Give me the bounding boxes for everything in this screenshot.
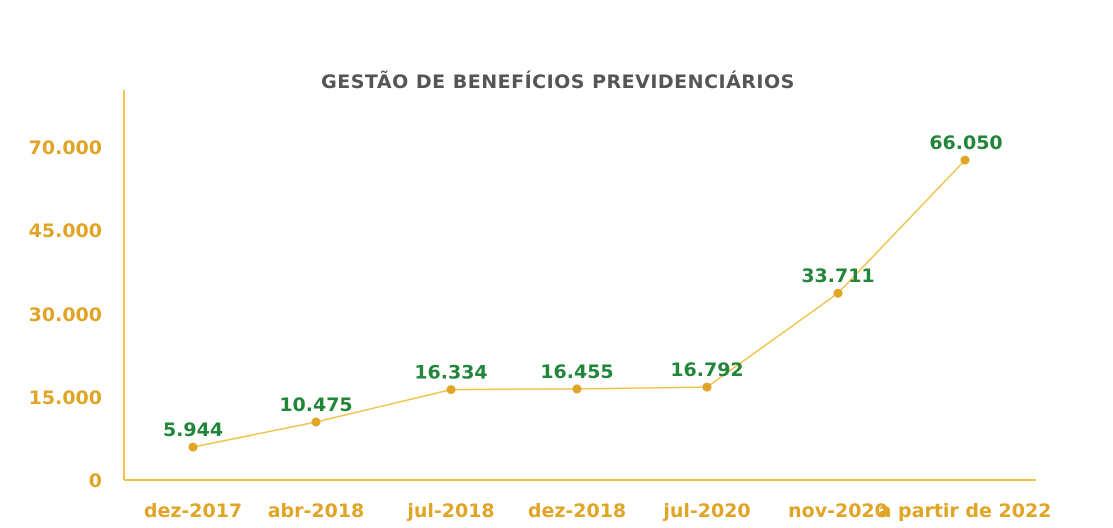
data-point (960, 155, 970, 165)
data-value-label: 5.944 (163, 419, 223, 441)
x-tick-label: dez-2017 (144, 500, 242, 522)
data-point-markers (188, 155, 970, 452)
data-point (188, 442, 198, 452)
data-point (311, 417, 321, 427)
data-point (446, 385, 456, 395)
data-value-label: 10.475 (279, 394, 352, 416)
data-value-label: 16.334 (414, 362, 487, 384)
x-tick-label: a partir de 2022 (879, 500, 1052, 522)
data-point (833, 288, 843, 298)
data-point (572, 384, 582, 394)
y-tick-label: 45.000 (29, 220, 102, 242)
data-value-label: 66.050 (929, 132, 1002, 154)
x-tick-label: dez-2018 (528, 500, 626, 522)
y-tick-label: 70.000 (29, 137, 102, 159)
data-value-label: 16.792 (670, 359, 743, 381)
x-tick-labels: dez-2017 abr-2018 jul-2018 dez-2018 jul-2020… (144, 500, 1052, 522)
y-tick-label: 30.000 (29, 304, 102, 326)
data-value-label: 16.455 (540, 361, 613, 383)
data-point (702, 382, 712, 392)
x-tick-label: jul-2020 (662, 500, 750, 522)
y-tick-label: 0 (89, 470, 102, 492)
y-tick-label: 15.000 (29, 387, 102, 409)
data-value-label: 33.711 (801, 265, 874, 287)
data-value-labels: 5.944 10.475 16.334 16.455 16.792 33.711 66.05… (163, 132, 1003, 441)
x-tick-label: abr-2018 (268, 500, 365, 522)
x-tick-label: jul-2018 (406, 500, 494, 522)
y-tick-labels: 0 15.000 30.000 45.000 70.000 (29, 137, 102, 492)
chart-title: GESTÃO DE BENEFÍCIOS PREVIDENCIÁRIOS (321, 69, 795, 93)
x-tick-label: nov-2020 (788, 500, 888, 522)
